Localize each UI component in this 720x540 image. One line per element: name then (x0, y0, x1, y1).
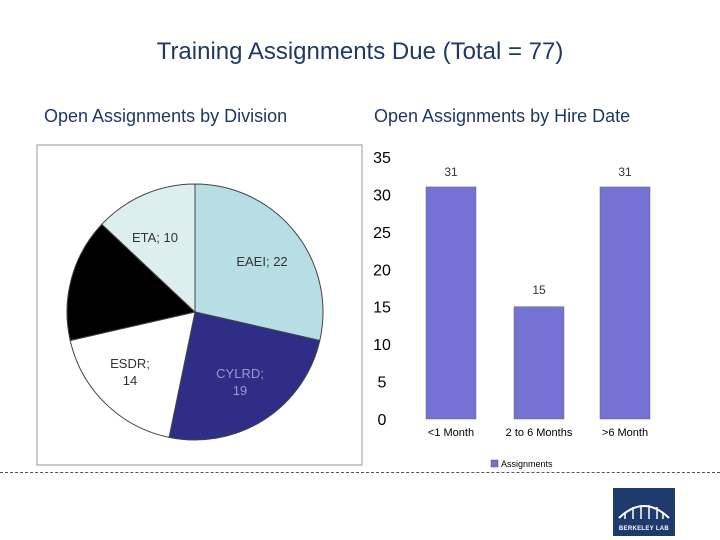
pie-slice-label: CYLRD; 19 (216, 366, 264, 398)
pie-slice-label: EAEI; 22 (236, 254, 287, 269)
y-tick-label: 30 (373, 187, 391, 204)
pie-slice (66, 223, 197, 342)
logo-text: BERKELEY LAB (618, 526, 670, 532)
pie-chart-title: Open Assignments by Division (44, 106, 288, 126)
y-tick-label: 5 (378, 375, 387, 392)
y-tick-label: 15 (373, 300, 391, 317)
y-tick-label: 25 (373, 225, 391, 242)
legend: Assignments (490, 459, 553, 469)
legend-label: Assignments (501, 459, 553, 469)
x-tick-label: 2 to 6 Months (506, 427, 573, 439)
bar-chart-title: Open Assignments by Hire Date (374, 106, 631, 126)
x-tick-label: >6 Month (602, 427, 648, 439)
bar (425, 186, 477, 420)
bar-value-label: 31 (444, 165, 458, 179)
legend-swatch (490, 459, 499, 468)
pie-slices (66, 183, 324, 441)
y-tick-label: 0 (378, 412, 387, 429)
pie-slice (194, 183, 324, 342)
pie-slice (101, 183, 196, 314)
y-axis-ticks: 0 5 10 15 20 25 30 35 (373, 150, 391, 429)
bar (599, 186, 651, 420)
page-title: Training Assignments Due (Total = 77) (156, 38, 564, 65)
pie-slice (69, 311, 196, 438)
bar-value-label: 15 (532, 283, 546, 297)
bars (425, 186, 651, 420)
pie-slice-label: ETA; 10 (132, 230, 178, 245)
y-tick-label: 10 (373, 337, 391, 354)
pie-labels: EAEI; 22 CYLRD; 19 ESDR; 14 ETA; 10 (110, 230, 288, 398)
bar (513, 306, 565, 420)
y-tick-label: 20 (373, 262, 391, 279)
bar-value-labels: 31 15 31 (444, 165, 632, 297)
pie-slice (168, 311, 321, 441)
x-tick-label: <1 Month (428, 427, 474, 439)
logo-arc-icon (618, 505, 670, 519)
y-tick-label: 35 (373, 150, 391, 167)
bar-value-label: 31 (618, 165, 632, 179)
berkeley-lab-logo: BERKELEY LAB (613, 488, 675, 536)
x-axis-labels: <1 Month 2 to 6 Months >6 Month (428, 427, 648, 439)
footer-divider (0, 472, 720, 473)
pie-slice-label: ESDR; 14 (110, 356, 150, 388)
